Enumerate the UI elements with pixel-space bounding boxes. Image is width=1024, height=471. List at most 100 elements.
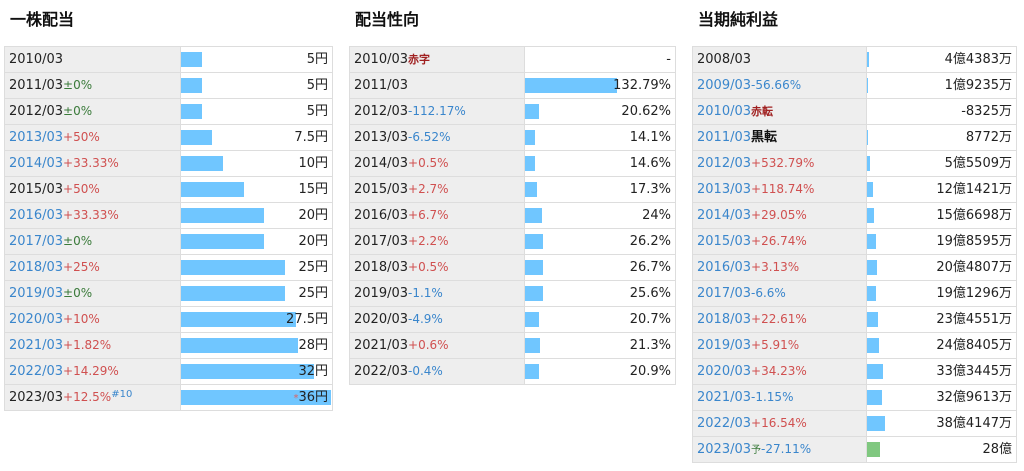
row-value-cell: 24% [525, 203, 676, 228]
fiscal-year[interactable]: 2009/03 [697, 78, 752, 93]
fiscal-year[interactable]: 2014/03 [9, 156, 64, 171]
row-label: 2018/03+22.61% [693, 307, 867, 332]
value-text: 27.5円 [286, 307, 328, 332]
yoy-change: +26.74% [751, 234, 807, 248]
fiscal-year: 2016/03 [354, 208, 409, 223]
row-value-cell: 4億4383万 [867, 47, 1017, 72]
fiscal-year[interactable]: 2021/03 [697, 390, 752, 405]
fiscal-year[interactable]: 2019/03 [697, 338, 752, 353]
value-label: 33億3445万 [936, 364, 1012, 379]
value-label: 32億9613万 [936, 390, 1012, 405]
fiscal-year[interactable]: 2016/03 [9, 208, 64, 223]
value-bar [867, 52, 869, 67]
table-row: 2013/03+118.74% 12億1421万 [693, 177, 1017, 203]
row-label: 2010/03赤転 [693, 99, 867, 124]
row-value-cell: 19億1296万 [867, 281, 1017, 306]
value-label: 14.6% [629, 156, 671, 171]
value-bar [525, 208, 542, 223]
value-text: 132.79% [613, 73, 671, 98]
value-label: 20.7% [629, 312, 671, 327]
value-label: 19億8595万 [936, 234, 1012, 249]
row-value-cell: 25円 [181, 255, 333, 280]
row-value-cell: 14.1% [525, 125, 676, 150]
table-row: 2017/03+2.2% 26.2% [350, 229, 676, 255]
fiscal-year[interactable]: 2017/03 [697, 286, 752, 301]
fiscal-year[interactable]: 2020/03 [697, 364, 752, 379]
value-text: 8772万 [966, 125, 1012, 150]
row-label: 2009/03-56.66% [693, 73, 867, 98]
table-row: 2011/03黒転 8772万 [693, 125, 1017, 151]
value-text: 25.6% [630, 281, 671, 306]
fiscal-year[interactable]: 2018/03 [9, 260, 64, 275]
value-text: 26.2% [630, 229, 671, 254]
row-label: 2019/03±0% [5, 281, 181, 306]
value-text: 24億8405万 [936, 333, 1012, 358]
value-text: 14.6% [630, 151, 671, 176]
row-value-cell: 10円 [181, 151, 333, 176]
yoy-change: +0.5% [408, 260, 449, 274]
row-value-cell: 38億4147万 [867, 411, 1017, 436]
table-row: 2014/03+29.05% 15億6698万 [693, 203, 1017, 229]
fiscal-year[interactable]: 2014/03 [697, 208, 752, 223]
fiscal-year[interactable]: 2010/03 [697, 104, 752, 119]
yoy-change: +532.79% [751, 156, 815, 170]
row-label: 2021/03+1.82% [5, 333, 181, 358]
fiscal-year[interactable]: 2015/03 [697, 234, 752, 249]
fiscal-year[interactable]: 2022/03 [9, 364, 64, 379]
fiscal-year[interactable]: 2017/03 [9, 234, 64, 249]
table-row: 2013/03-6.52% 14.1% [350, 125, 676, 151]
row-label: 2012/03±0% [5, 99, 181, 124]
table-row: 2013/03+50% 7.5円 [5, 125, 333, 151]
fiscal-year[interactable]: 2016/03 [697, 260, 752, 275]
fiscal-year[interactable]: 2012/03 [697, 156, 752, 171]
yoy-change: +0.5% [408, 156, 449, 170]
fiscal-year[interactable]: 2022/03 [697, 416, 752, 431]
table-row: 2016/03+33.33% 20円 [5, 203, 333, 229]
table-row: 2012/03±0% 5円 [5, 99, 333, 125]
fiscal-year: 2018/03 [354, 260, 409, 275]
row-value-cell: -8325万 [867, 99, 1017, 124]
fiscal-year[interactable]: 2021/03 [9, 338, 64, 353]
value-text: 14.1% [630, 125, 671, 150]
row-label: 2013/03+50% [5, 125, 181, 150]
table-row: 2016/03+6.7% 24% [350, 203, 676, 229]
fiscal-year[interactable]: 2013/03 [9, 130, 64, 145]
yoy-change: +33.33% [63, 208, 119, 222]
row-label: 2014/03+29.05% [693, 203, 867, 228]
value-bar [181, 156, 223, 171]
row-value-cell: 132.79% [525, 73, 676, 98]
row-label: 2012/03-112.17% [350, 99, 525, 124]
row-value-cell: 17.3% [525, 177, 676, 202]
fiscal-year: 2021/03 [354, 338, 409, 353]
table-row: 2021/03+0.6% 21.3% [350, 333, 676, 359]
value-label: 20円 [298, 234, 328, 249]
status-tag: 赤転 [751, 105, 774, 118]
yoy-change: +6.7% [408, 208, 449, 222]
value-bar [525, 260, 543, 275]
dividend-table: 2010/03 5円 2011/03±0% 5円 2012/03±0% 5円 2013/03… [4, 46, 333, 411]
value-bar [867, 260, 877, 275]
fiscal-year[interactable]: 2020/03 [9, 312, 64, 327]
row-value-cell: 14.6% [525, 151, 676, 176]
value-bar [525, 338, 540, 353]
fiscal-year: 2015/03 [9, 182, 64, 197]
fiscal-year[interactable]: 2013/03 [697, 182, 752, 197]
yoy-change: -112.17% [408, 104, 466, 118]
row-label: 2010/03 [5, 47, 181, 72]
fiscal-year[interactable]: 2011/03 [697, 130, 752, 145]
value-label: 5円 [306, 78, 328, 93]
fiscal-year[interactable]: 2023/03 [697, 442, 752, 457]
yoy-change: ±0% [63, 78, 93, 92]
fiscal-year[interactable]: 2019/03 [9, 286, 64, 301]
row-label: 2016/03+6.7% [350, 203, 525, 228]
footnote-link[interactable]: #10 [111, 389, 133, 400]
table-row: 2017/03-6.6% 19億1296万 [693, 281, 1017, 307]
row-value-cell: 15億6698万 [867, 203, 1017, 228]
row-value-cell: 1億9235万 [867, 73, 1017, 98]
value-label: 38億4147万 [936, 416, 1012, 431]
value-label: 23億4551万 [936, 312, 1012, 327]
row-label: 2021/03-1.15% [693, 385, 867, 410]
fiscal-year[interactable]: 2018/03 [697, 312, 752, 327]
panel-title: 一株配当 [10, 10, 75, 29]
fiscal-year: 2011/03 [9, 78, 64, 93]
